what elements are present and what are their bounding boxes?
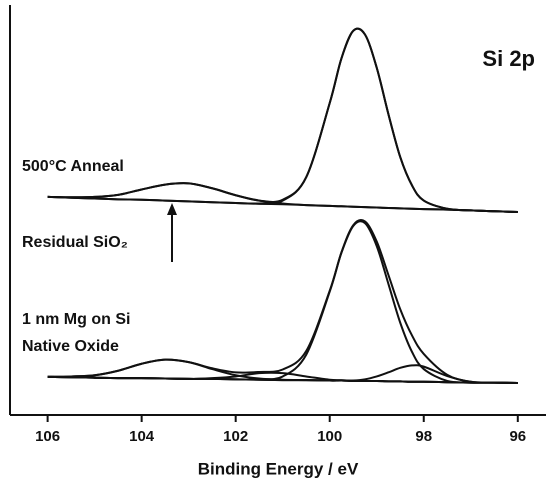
x-tick-label: 96 xyxy=(509,428,526,445)
annotation: Residual SiO₂ xyxy=(22,234,128,251)
annotation: Native Oxide xyxy=(22,338,119,355)
spectrum-line xyxy=(47,182,518,214)
spectrum-line xyxy=(47,364,518,385)
arrow-head xyxy=(167,203,177,215)
x-tick-label: 106 xyxy=(35,428,60,445)
spectrum-label: Si 2p xyxy=(482,46,535,71)
x-axis-label: Binding Energy / eV xyxy=(198,459,359,478)
annotation: 1 nm Mg on Si xyxy=(22,311,130,328)
x-tick-label: 100 xyxy=(317,428,342,445)
x-tick-label: 98 xyxy=(415,428,432,445)
x-tick-label: 102 xyxy=(223,428,248,445)
annotation: 500°C Anneal xyxy=(22,158,124,175)
spectrum-line xyxy=(47,27,518,214)
x-tick-label: 104 xyxy=(129,428,155,445)
spectrum-line xyxy=(47,27,518,214)
spectrum-line xyxy=(47,219,518,385)
